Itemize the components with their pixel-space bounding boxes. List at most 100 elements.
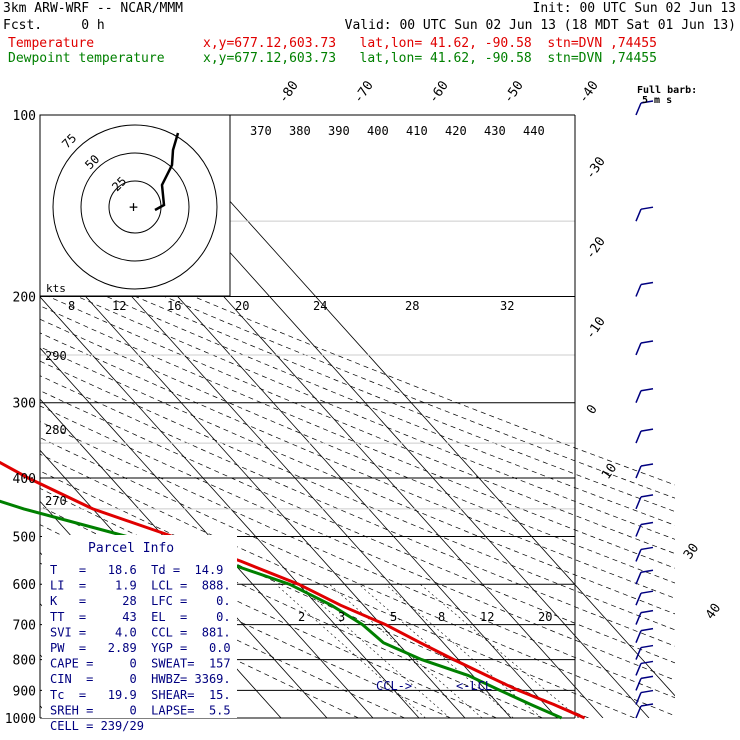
parcel-info-row: SREH = 0 LAPSE= 5.5 <box>50 703 231 717</box>
lcl-marker: <-LCL <box>456 679 492 693</box>
hodograph-ring <box>80 152 190 262</box>
isotherm-label: -60 <box>426 78 452 106</box>
isotherm-label: 0 <box>584 402 601 417</box>
wind-barb <box>635 390 642 403</box>
model-title: 3km ARW-WRF -- NCAR/MMM <box>3 1 184 16</box>
wind-barb-flag <box>640 590 654 594</box>
temperature-line <box>0 460 586 720</box>
wind-barb <box>635 692 642 705</box>
wind-barb <box>635 647 642 660</box>
theta-label: 380 <box>289 124 311 138</box>
wind-barb <box>635 549 642 562</box>
dewpoint-legend: Dewpoint temperature <box>8 51 165 66</box>
wind-barb-flag <box>640 675 654 680</box>
mixing-ratio-label: 2 <box>298 610 305 624</box>
pressure-tick-label: 800 <box>13 654 36 669</box>
pressure-tick-label: 600 <box>13 578 36 593</box>
dry-adiabat-label: 280 <box>45 423 67 437</box>
isotherm-label: 40 <box>703 601 724 622</box>
isotherm-label: 10 <box>599 461 620 482</box>
mixing-ratio-line <box>420 583 579 718</box>
isotherm-label: -70 <box>351 78 377 106</box>
isotherm-label: -80 <box>276 78 302 106</box>
parcel-info-row: CAPE = 0 SWEAT= 157 <box>50 657 231 671</box>
parcel-info-row: CELL = 239/29 <box>50 719 144 733</box>
wind-barb <box>635 524 642 537</box>
wind-barb <box>635 571 642 585</box>
wind-barb-flag <box>640 206 654 210</box>
parcel-box-bg <box>42 535 237 718</box>
hodograph-trace <box>154 132 180 212</box>
mixing-ratio-line <box>329 583 483 718</box>
parcel-info-row: TT = 43 EL = 0. <box>50 610 231 624</box>
temperature-legend: Temperature <box>8 36 95 51</box>
theta-label: 370 <box>250 124 272 138</box>
wind-barb <box>635 208 642 222</box>
isotherm-label: 30 <box>681 541 702 562</box>
wind-barbs <box>635 100 654 719</box>
isotherm-label: -30 <box>583 154 609 182</box>
valid-time: Valid: 00 UTC Sun 02 Jun 13 (18 MDT Sat … <box>344 18 736 33</box>
pressure-tick-label: 500 <box>13 530 36 545</box>
wind-barb <box>635 612 642 625</box>
parcel-info-row: PW = 2.89 YGP = 0.0 <box>50 641 231 655</box>
wind-barb-flag <box>640 644 654 649</box>
isotherm-line <box>152 115 675 697</box>
dry-adiabat <box>40 346 675 615</box>
init-time: Init: 00 UTC Sun 02 Jun 13 <box>532 1 737 16</box>
isotherm-line <box>0 115 5 718</box>
isotherm-label: -20 <box>583 234 609 262</box>
mixing-ratio-label: 8 <box>68 299 75 313</box>
wind-barb-flag <box>640 609 654 614</box>
mixing-ratio-label: 20 <box>538 610 552 624</box>
wind-barb-flag <box>640 689 654 694</box>
wind-barb <box>635 465 642 479</box>
ccl-marker: CCL-> <box>376 679 412 693</box>
parcel-info-title: Parcel Info <box>88 541 174 556</box>
isotherm-label: -10 <box>583 314 609 342</box>
theta-label: 390 <box>328 124 350 138</box>
wind-barb-flag <box>640 521 654 526</box>
wind-barb-flag <box>640 340 654 344</box>
barb-key-title: Full barb: <box>637 85 697 96</box>
parcel-info-row: T = 18.6 Td = 14.9 <box>50 563 223 577</box>
mixing-ratio-label: 8 <box>438 610 445 624</box>
wind-barb <box>635 430 642 444</box>
dry-adiabat-label: 290 <box>45 349 67 363</box>
theta-label: 410 <box>406 124 428 138</box>
barb-key-value: 5 m s <box>642 95 672 106</box>
pressure-tick-label: 1000 <box>5 712 36 727</box>
pressure-tick-label: 400 <box>13 472 36 487</box>
wind-barb <box>635 592 642 606</box>
hodograph-box <box>39 114 231 297</box>
theta-label: 420 <box>445 124 467 138</box>
wind-barb-flag <box>640 660 654 665</box>
wind-barb <box>635 284 642 297</box>
dry-adiabat <box>40 453 635 718</box>
forecast-hour: Fcst. 0 h <box>3 18 105 33</box>
parcel-info-row: K = 28 LFC = 0. <box>50 594 231 608</box>
mixing-ratio-label: 32 <box>500 299 514 313</box>
wind-barb <box>635 630 642 643</box>
hodograph-ring <box>52 124 218 290</box>
wind-barb <box>635 496 642 510</box>
theta-label: 430 <box>484 124 506 138</box>
theta-label: 400 <box>367 124 389 138</box>
isotherm-line <box>40 245 466 718</box>
mixing-ratio-label: 3 <box>338 610 345 624</box>
parcel-info-row: CIN = 0 HWBZ= 3369. <box>50 672 231 686</box>
wind-barb-flag <box>640 627 654 632</box>
pressure-tick-label: 300 <box>13 397 36 412</box>
mixing-ratio-label: 20 <box>235 299 249 313</box>
dewpoint-location-info: x,y=677.12,603.73 lat,lon= 41.62, -90.58… <box>203 51 657 66</box>
isotherm-line <box>40 347 374 718</box>
wind-barb <box>635 678 642 691</box>
wind-barb-flag <box>640 100 654 104</box>
mixing-ratio-label: 28 <box>405 299 419 313</box>
pressure-tick-label: 100 <box>13 109 36 124</box>
parcel-info-row: LI = 1.9 LCL = 888. <box>50 579 231 593</box>
mixing-ratio-label: 12 <box>112 299 126 313</box>
dry-adiabat <box>40 405 675 681</box>
